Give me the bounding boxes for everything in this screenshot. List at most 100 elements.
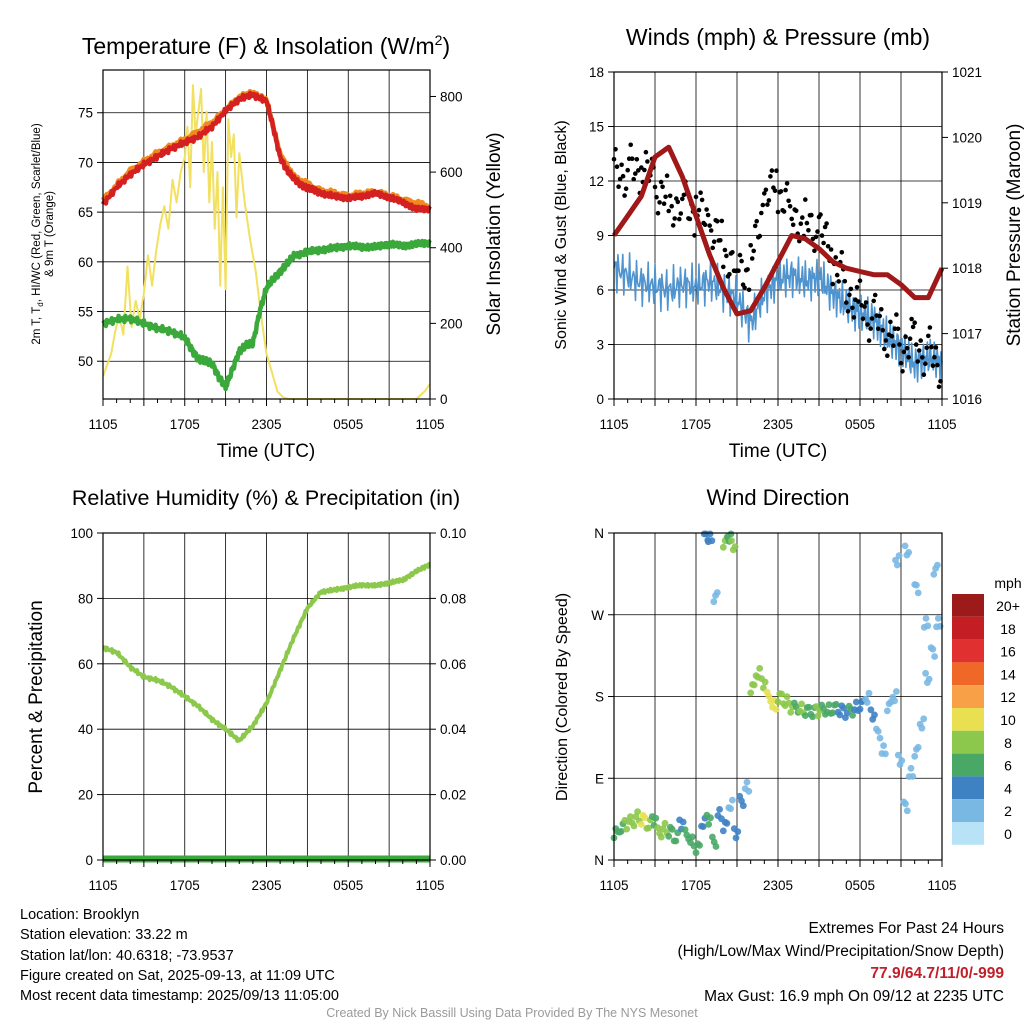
direction-point <box>922 669 929 677</box>
legend-label: 6 <box>1004 758 1012 774</box>
temperature-ylabel: 2m T, Td, HI/WC (Red, Green, Scarlet/Blu… <box>31 123 56 344</box>
gust-point <box>848 286 854 292</box>
y-tick-label: W <box>591 608 604 623</box>
gust-point <box>619 162 624 168</box>
gust-point <box>903 334 908 340</box>
direction-point <box>707 814 714 822</box>
gust-point <box>909 316 914 322</box>
direction-point <box>836 711 844 719</box>
gust-point <box>929 344 934 350</box>
direction-point <box>902 800 909 808</box>
direction-point <box>705 821 713 828</box>
gust-point <box>759 210 764 216</box>
x-tick-label: 1105 <box>415 878 444 893</box>
direction-point <box>699 823 707 830</box>
y-tick-label: 9 <box>596 229 604 244</box>
x-tick-label: 2305 <box>763 878 793 893</box>
gust-point <box>844 300 849 305</box>
direction-point <box>756 665 764 672</box>
gust-point <box>667 193 673 199</box>
direction-point <box>882 750 889 758</box>
x-tick-label: 2305 <box>251 417 281 432</box>
direction-point <box>909 773 917 780</box>
gust-point <box>912 320 917 326</box>
direction-point <box>645 824 652 832</box>
gust-point <box>825 244 831 249</box>
direction-point <box>905 549 913 556</box>
temperature-panel: Temperature (F) & Insolation (W/m2) 1105… <box>31 32 505 462</box>
y-tick-label: 60 <box>78 657 93 672</box>
y-tick-label: 18 <box>589 65 604 80</box>
gust-point <box>751 248 756 254</box>
winds-xlabel: Time (UTC) <box>729 441 828 462</box>
direction-point <box>852 698 860 706</box>
direction-point <box>931 653 938 660</box>
gust-point <box>842 278 848 284</box>
direction-point <box>801 712 809 719</box>
y-tick-label: 0 <box>596 392 604 407</box>
direction-point <box>898 757 906 764</box>
direction-point <box>681 826 689 834</box>
gust-point <box>620 173 626 179</box>
legend-label: 10 <box>1000 712 1016 728</box>
legend-label: 2 <box>1004 803 1012 819</box>
y2-tick-label: 0.08 <box>440 591 466 606</box>
gust-point <box>625 167 630 173</box>
y-tick-label: 15 <box>589 120 604 135</box>
x-tick-label: 1705 <box>170 417 200 432</box>
gust-point <box>812 248 817 254</box>
direction-point <box>623 825 631 833</box>
gust-point <box>872 292 878 298</box>
recent-text: Most recent data timestamp: 2025/09/13 1… <box>20 988 339 1005</box>
humidity-series <box>102 562 431 863</box>
x-tick-label: 1105 <box>415 417 444 432</box>
gust-point <box>800 215 805 220</box>
gust-point <box>813 234 819 240</box>
gust-point <box>851 315 857 320</box>
gust-point <box>862 304 867 309</box>
direction-point <box>672 837 680 845</box>
legend-title: mph <box>994 575 1021 591</box>
direction-point <box>920 715 928 723</box>
gust-point <box>774 168 779 173</box>
gust-point <box>918 338 923 343</box>
direction-point <box>729 796 736 804</box>
legend-swatch <box>952 776 984 800</box>
gust-point <box>778 189 784 194</box>
y2-tick-label: 800 <box>440 89 463 104</box>
gust-point <box>730 250 735 255</box>
gust-point <box>775 209 781 215</box>
direction-point <box>783 693 791 700</box>
gust-point <box>699 197 705 203</box>
direction-point <box>727 805 734 813</box>
direction-point <box>840 704 847 712</box>
gust-point <box>715 219 720 224</box>
direction-ylabel: Direction (Colored By Speed) <box>554 593 571 801</box>
direction-point <box>874 728 882 735</box>
direction-point <box>913 581 920 589</box>
y2-tick-label: 1018 <box>952 261 982 276</box>
direction-point <box>617 828 625 835</box>
legend-swatch <box>952 708 984 731</box>
solar-y2label: Solar Insolation (Yellow) <box>484 132 505 335</box>
y2-tick-label: 0.00 <box>440 853 466 868</box>
legend-label: 8 <box>1004 735 1012 751</box>
gust-point <box>787 204 793 209</box>
direction-point <box>668 825 676 833</box>
gust-point <box>901 349 907 355</box>
x-tick-label: 1105 <box>599 417 628 432</box>
gust-point <box>642 167 647 173</box>
y-tick-label: 3 <box>596 338 604 353</box>
credit-text: Created By Nick Bassill Using Data Provi… <box>326 1006 698 1020</box>
gust-point <box>913 342 919 347</box>
gust-point <box>769 168 775 173</box>
y2-tick-label: 0.02 <box>440 788 466 803</box>
gust-point <box>783 187 788 193</box>
direction-point <box>654 824 662 832</box>
gust-point <box>710 245 715 251</box>
y2-tick-label: 0.06 <box>440 657 466 672</box>
gust-point <box>916 348 922 353</box>
gust-point <box>891 343 896 349</box>
y2-tick-label: 200 <box>440 316 463 331</box>
direction-point <box>745 787 753 795</box>
